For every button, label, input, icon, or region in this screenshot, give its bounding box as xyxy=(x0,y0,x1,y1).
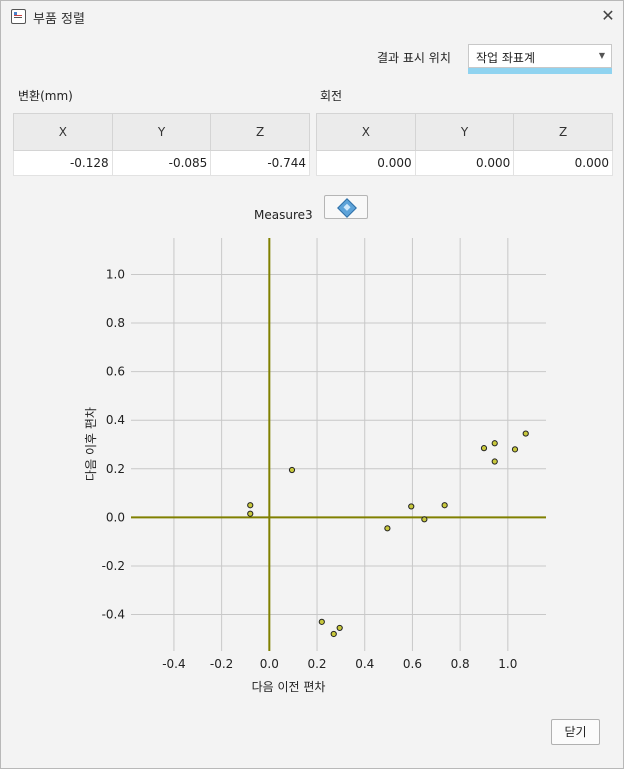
translation-z-value[interactable]: -0.744 xyxy=(210,150,310,176)
data-point xyxy=(421,516,428,523)
y-tick-label: -0.2 xyxy=(102,559,125,573)
data-point xyxy=(522,430,529,437)
x-tick-label: 0.0 xyxy=(260,657,279,671)
data-point xyxy=(511,446,519,453)
close-icon[interactable]: ✕ xyxy=(601,6,615,25)
y-tick-label: 0.0 xyxy=(106,510,125,524)
y-axis-label: 다음 이후 편차 xyxy=(84,407,98,481)
rotation-x-value[interactable]: 0.000 xyxy=(316,150,416,176)
x-tick-label: -0.4 xyxy=(162,657,185,671)
x-tick-label: -0.2 xyxy=(210,657,233,671)
data-point xyxy=(408,503,415,510)
select-focus-bar xyxy=(468,68,612,74)
result-display-value: 작업 좌표계 xyxy=(476,51,536,65)
data-point xyxy=(247,502,254,509)
translation-col-x: X xyxy=(13,113,113,151)
measure-button[interactable] xyxy=(324,195,368,219)
translation-col-z: Z xyxy=(210,113,310,151)
data-point xyxy=(288,466,296,474)
measure-label: Measure3 xyxy=(254,208,313,222)
data-point xyxy=(491,458,498,465)
data-point xyxy=(247,510,254,517)
data-point xyxy=(480,445,488,452)
y-tick-label: 0.2 xyxy=(106,462,125,476)
data-point xyxy=(318,618,325,625)
rotation-y-value[interactable]: 0.000 xyxy=(414,150,515,176)
x-tick-label: 0.8 xyxy=(451,657,470,671)
rotation-col-z: Z xyxy=(513,113,613,151)
chevron-down-icon: ▼ xyxy=(598,51,605,60)
x-axis-label: 다음 이전 편차 xyxy=(252,680,326,694)
translation-label: 변환(mm) xyxy=(18,89,73,103)
y-tick-label: -0.4 xyxy=(102,608,125,622)
translation-x-value[interactable]: -0.128 xyxy=(13,150,113,176)
rotation-table: X Y Z 0.000 0.000 0.000 xyxy=(316,113,613,176)
y-tick-label: 0.4 xyxy=(106,413,125,427)
app-icon xyxy=(11,9,26,24)
y-tick-label: 0.6 xyxy=(106,365,125,379)
x-tick-label: 0.6 xyxy=(403,657,422,671)
data-point xyxy=(330,630,337,638)
rotation-col-y: Y xyxy=(414,113,515,151)
rotation-label: 회전 xyxy=(320,89,343,103)
data-point xyxy=(384,525,391,532)
data-point xyxy=(441,502,448,509)
data-point xyxy=(491,440,498,447)
translation-table: X Y Z -0.128 -0.085 -0.744 xyxy=(13,113,310,176)
x-tick-label: 1.0 xyxy=(498,657,517,671)
close-button[interactable]: 닫기 xyxy=(551,719,600,745)
y-tick-label: 0.8 xyxy=(106,316,125,330)
result-display-label: 결과 표시 위치 xyxy=(377,51,451,65)
window-title: 부품 정렬 xyxy=(33,12,85,27)
translation-col-y: Y xyxy=(111,113,212,151)
translation-y-value[interactable]: -0.085 xyxy=(111,150,212,176)
result-display-select[interactable]: 작업 좌표계 ▼ xyxy=(468,44,612,68)
x-tick-label: 0.2 xyxy=(307,657,326,671)
x-tick-label: 0.4 xyxy=(355,657,374,671)
data-point xyxy=(336,624,343,632)
rotation-z-value[interactable]: 0.000 xyxy=(513,150,613,176)
title-bar: 부품 정렬 ✕ xyxy=(1,1,623,31)
y-tick-label: 1.0 xyxy=(106,267,125,281)
